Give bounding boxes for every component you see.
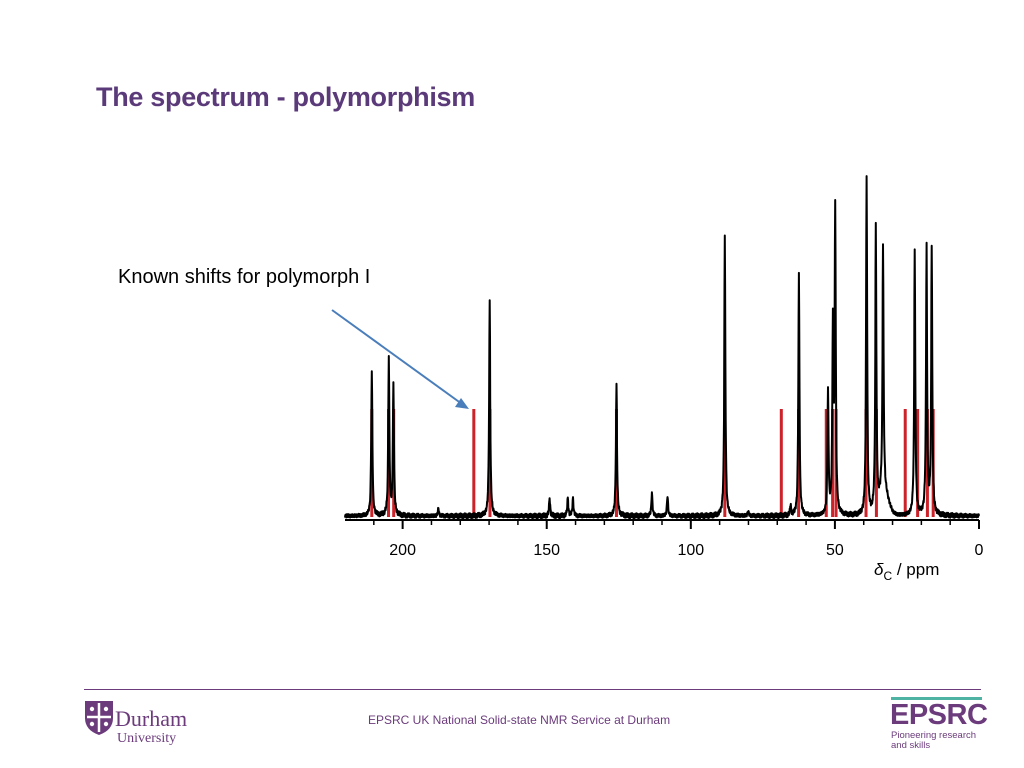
footer-divider: [84, 689, 981, 690]
x-tick-label-0: 0: [975, 542, 984, 559]
x-axis-label: δC / ppm: [874, 560, 939, 583]
epsrc-tagline-line-2: and skills: [891, 740, 931, 751]
annotation-label: Known shifts for polymorph I: [118, 266, 371, 288]
x-axis-symbol: δ: [874, 560, 884, 579]
durham-university-logo: Durham University: [84, 700, 214, 756]
epsrc-accent-bar: [891, 697, 982, 700]
x-axis-unit: / ppm: [892, 560, 939, 579]
x-tick-label-150: 150: [533, 542, 560, 559]
epsrc-wordmark: EPSRC: [890, 699, 988, 731]
epsrc-tagline-line-1: Pioneering research: [891, 730, 977, 741]
slide-title: The spectrum - polymorphism: [96, 82, 475, 112]
x-axis: 200 150 100 50 0 δC / ppm: [345, 519, 984, 583]
x-axis-subscript: C: [883, 569, 892, 583]
nmr-spectrum-chart: 200 150 100 50 0 δC / ppm: [331, 175, 984, 583]
annotation-arrow: [331, 309, 469, 409]
durham-crest-icon: [85, 701, 113, 735]
epsrc-tagline: Pioneering research and skills: [891, 731, 991, 751]
x-tick-label-50: 50: [826, 542, 844, 559]
x-tick-label-200: 200: [389, 542, 416, 559]
footer-text: EPSRC UK National Solid-state NMR Servic…: [368, 713, 671, 727]
durham-wordmark: Durham: [115, 706, 188, 731]
x-tick-label-100: 100: [677, 542, 704, 559]
durham-subtitle: University: [117, 731, 177, 746]
spectrum-trace: [344, 175, 980, 520]
arrow-line: [331, 309, 463, 405]
epsrc-logo: EPSRC Pioneering research and skills: [890, 697, 990, 757]
spectrum-layer: [344, 175, 980, 520]
arrow-head: [455, 398, 469, 409]
